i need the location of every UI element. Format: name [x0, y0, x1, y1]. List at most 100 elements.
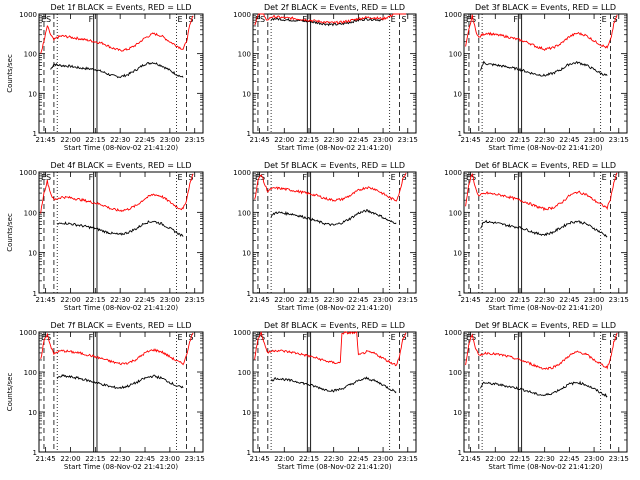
y-tick-label: 100 — [238, 209, 251, 217]
y-axis-label: Counts/sec — [6, 213, 14, 252]
series-events — [56, 374, 184, 390]
marker-label: E — [602, 333, 607, 342]
y-tick-label: 1000 — [19, 11, 37, 19]
panel-det-4: Det 4f BLACK = Events, RED = LLD Counts/s… — [6, 161, 205, 312]
marker-label: S — [613, 173, 618, 182]
x-tick-label: 22:45 — [559, 455, 579, 463]
x-tick-label: 23:00 — [373, 296, 393, 304]
series-events — [270, 16, 384, 27]
plot-frame — [252, 13, 417, 134]
x-tick-label: 23:15 — [185, 136, 205, 144]
y-tick-label: 1 — [247, 290, 251, 298]
x-tick-label: 23:15 — [609, 136, 629, 144]
series-events — [50, 61, 184, 79]
marker-label: E — [391, 15, 396, 24]
marker-label: S — [188, 15, 193, 24]
y-tick-label: 1000 — [19, 169, 37, 177]
series-lld — [465, 172, 618, 212]
series-lld — [40, 173, 194, 214]
marker-label: S — [402, 15, 407, 24]
marker-label: E — [177, 333, 182, 342]
x-tick-label: 22:00 — [60, 136, 80, 144]
x-tick-label: 21:45 — [249, 136, 269, 144]
x-tick-label: 22:00 — [274, 296, 294, 304]
x-tick-label: 22:45 — [135, 296, 155, 304]
x-tick-label: 21:45 — [460, 455, 480, 463]
y-tick-label: 100 — [238, 51, 251, 59]
plot-frame — [38, 13, 204, 134]
panel-det-7: Det 7f BLACK = Events, RED = LLD Counts/s… — [6, 321, 205, 471]
x-tick-label: 22:15 — [510, 296, 530, 304]
y-tick-label: 10 — [453, 250, 462, 258]
x-tick-label: 22:00 — [485, 296, 505, 304]
x-tick-label: 23:15 — [185, 455, 205, 463]
x-tick-label: 23:00 — [160, 455, 180, 463]
x-tick-label: 22:00 — [485, 455, 505, 463]
x-tick-label: 22:15 — [510, 455, 530, 463]
series-lld — [254, 331, 407, 367]
series-lld — [254, 13, 407, 26]
marker-label: E — [391, 173, 396, 182]
series-lld — [254, 172, 407, 202]
x-tick-label: 22:00 — [60, 296, 80, 304]
series-lld — [465, 14, 618, 52]
x-tick-label: 21:45 — [36, 296, 56, 304]
x-tick-label: 23:15 — [185, 296, 205, 304]
x-tick-label: 22:30 — [535, 136, 555, 144]
panel-det-8: Det 8f BLACK = Events, RED = LLD 1 10 100 10… — [233, 321, 418, 471]
y-tick-label: 100 — [24, 51, 37, 59]
marker-label: F — [89, 15, 94, 24]
panel-title: Det 8f BLACK = Events, RED = LLD — [264, 321, 405, 330]
marker-label: E — [602, 173, 607, 182]
panel-title: Det 4f BLACK = Events, RED = LLD — [50, 161, 191, 170]
y-tick-label: 1000 — [233, 329, 251, 337]
y-tick-label: 1000 — [444, 329, 462, 337]
y-tick-label: 10 — [453, 90, 462, 98]
marker-label: E — [177, 173, 182, 182]
y-tick-label: 10 — [453, 409, 462, 417]
y-axis-label: Counts/sec — [6, 373, 14, 412]
x-tick-label: 23:00 — [584, 455, 604, 463]
y-tick-label: 10 — [242, 409, 251, 417]
marker-label: S — [402, 173, 407, 182]
x-tick-label: 22:45 — [348, 136, 368, 144]
y-tick-label: 1000 — [444, 169, 462, 177]
series-events — [480, 60, 608, 77]
y-tick-label: 10 — [28, 250, 37, 258]
panel-title: Det 6f BLACK = Events, RED = LLD — [475, 161, 616, 170]
x-axis-label: Start Time (08-Nov-02 21:41:20) — [488, 144, 602, 152]
x-tick-label: 23:15 — [609, 296, 629, 304]
panel-det-2: Det 2f BLACK = Events, RED = LLD 1 10 100 10… — [233, 3, 418, 152]
panel-det-6: Det 6f BLACK = Events, RED = LLD 1 10 100 10… — [444, 161, 629, 312]
x-tick-label: 22:00 — [60, 455, 80, 463]
plot-frame — [463, 13, 628, 134]
panel-title: Det 5f BLACK = Events, RED = LLD — [264, 161, 405, 170]
y-tick-label: 100 — [449, 209, 462, 217]
marker-label: F — [513, 333, 518, 342]
panel-det-5: Det 5f BLACK = Events, RED = LLD 1 10 100 10… — [233, 161, 418, 312]
marker-label: E — [602, 15, 607, 24]
marker-label: F — [302, 15, 307, 24]
y-tick-label: 1 — [247, 449, 251, 457]
y-tick-label: 1000 — [233, 11, 251, 19]
plot-frame — [38, 331, 204, 453]
y-tick-label: 1 — [458, 290, 462, 298]
y-tick-label: 1000 — [19, 329, 37, 337]
x-axis-label: Start Time (08-Nov-02 21:41:20) — [488, 463, 602, 471]
marker-label: F — [302, 173, 307, 182]
x-tick-label: 23:15 — [398, 136, 418, 144]
x-tick-label: 22:30 — [535, 455, 555, 463]
y-tick-label: 1000 — [233, 169, 251, 177]
panel-title: Det 2f BLACK = Events, RED = LLD — [264, 3, 405, 12]
panel-title: Det 9f BLACK = Events, RED = LLD — [475, 321, 616, 330]
x-axis-label: Start Time (08-Nov-02 21:41:20) — [277, 463, 391, 471]
series-events — [480, 380, 608, 398]
x-tick-label: 23:15 — [398, 455, 418, 463]
x-axis-label: Start Time (08-Nov-02 21:41:20) — [488, 304, 602, 312]
plot-frame — [463, 171, 628, 294]
x-tick-label: 22:30 — [324, 455, 344, 463]
x-tick-label: 22:30 — [110, 136, 130, 144]
plot-frame — [38, 171, 204, 294]
marker-label: ES — [255, 333, 265, 342]
y-tick-label: 100 — [449, 369, 462, 377]
